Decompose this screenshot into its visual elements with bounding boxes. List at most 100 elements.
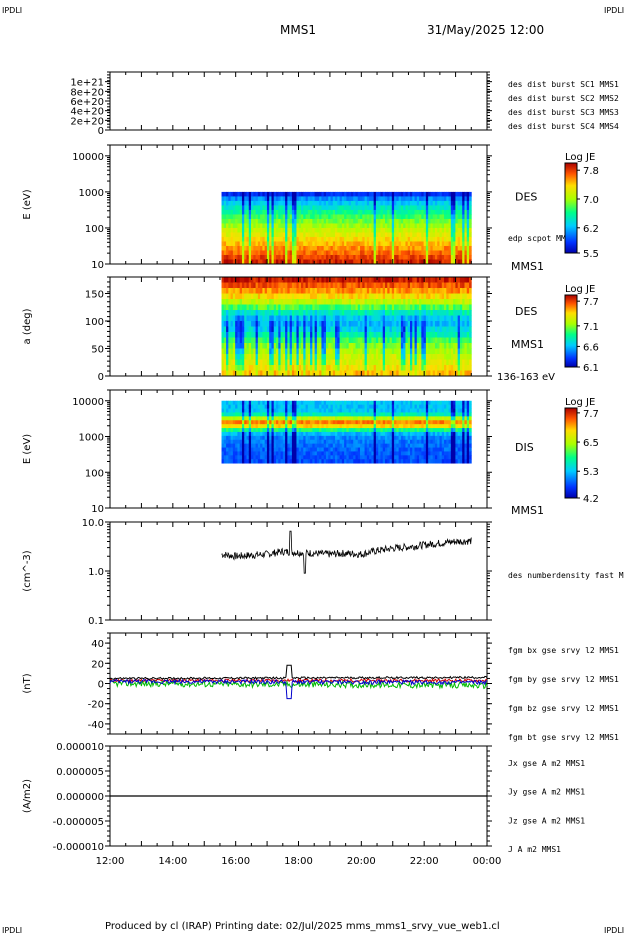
heatmap-cell (421, 205, 425, 211)
heatmap-cell (466, 321, 470, 327)
heatmap-cell (253, 304, 256, 311)
heatmap-cell (235, 326, 238, 333)
heatmap-cell (312, 310, 316, 316)
heatmap-cell (330, 459, 334, 464)
heatmap-cell (432, 245, 436, 251)
heatmap-cell (323, 326, 327, 333)
heatmap-cell (403, 332, 406, 338)
heatmap-cell (271, 232, 275, 238)
heatmap-cell (366, 359, 370, 366)
heatmap-cell (344, 416, 347, 421)
heatmap-cell (455, 293, 459, 300)
heatmap-cell (332, 277, 336, 283)
heatmap-cell (230, 408, 234, 413)
heatmap-cell (237, 200, 241, 206)
heatmap-cell (437, 326, 440, 333)
heatmap-cell (330, 245, 334, 251)
heatmap-cell (266, 321, 270, 327)
heatmap-cell (248, 218, 252, 224)
heatmap-cell (246, 455, 250, 460)
heatmap-cell (262, 337, 266, 344)
heatmap-cell (360, 348, 363, 355)
heatmap-cell (437, 337, 440, 344)
heatmap-cell (278, 310, 281, 316)
heatmap-cell (337, 343, 340, 349)
heatmap-cell (434, 310, 438, 316)
heatmap-cell (291, 321, 295, 327)
heatmap-cell (362, 337, 365, 344)
heatmap-cell (287, 227, 291, 233)
heatmap-cell (339, 408, 343, 413)
heatmap-cell (387, 241, 390, 247)
heatmap-cell (241, 236, 245, 242)
heatmap-cell (466, 209, 470, 215)
heatmap-cell (235, 196, 238, 202)
heatmap-cell (316, 227, 320, 233)
heatmap-cell (330, 232, 334, 238)
heatmap-cell (344, 254, 347, 260)
heatmap-cell (344, 424, 347, 429)
heatmap-cell (469, 326, 472, 333)
heatmap-cell (328, 447, 331, 452)
heatmap-cell (450, 205, 454, 211)
heatmap-cell (305, 332, 309, 338)
heatmap-cell (389, 343, 393, 349)
heatmap-cell (350, 277, 354, 283)
heatmap-cell (416, 277, 420, 283)
heatmap-cell (457, 288, 461, 294)
heatmap-cell (287, 370, 291, 377)
heatmap-cell (269, 223, 272, 229)
heatmap-cell (278, 315, 281, 322)
heatmap-cell (269, 359, 272, 366)
heatmap-cell (289, 447, 293, 452)
heatmap-cell (466, 227, 470, 233)
heatmap-cell (271, 439, 275, 445)
heatmap-cell (244, 443, 247, 448)
heatmap-cell (260, 205, 263, 211)
heatmap-cell (237, 455, 241, 460)
heatmap-cell (269, 232, 272, 238)
heatmap-cell (396, 223, 400, 229)
heatmap-cell (321, 455, 325, 460)
heatmap-cell (248, 365, 252, 371)
heatmap-cell (319, 245, 322, 251)
heatmap-cell (362, 214, 365, 220)
heatmap-cell (300, 236, 304, 242)
heatmap-cell (428, 337, 431, 344)
heatmap-cell (400, 232, 404, 238)
heatmap-cell (257, 443, 261, 448)
heatmap-cell (416, 370, 420, 377)
heatmap-cell (285, 348, 288, 355)
heatmap-cell (362, 254, 365, 260)
heatmap-cell (453, 214, 456, 220)
heatmap-cell (425, 259, 429, 265)
heatmap-cell (307, 259, 311, 265)
heatmap-cell (298, 282, 302, 289)
heatmap-cell (255, 354, 259, 360)
heatmap-cell (430, 254, 434, 260)
heatmap-cell (280, 451, 284, 456)
heatmap-cell (260, 259, 263, 265)
heatmap-cell (255, 205, 259, 211)
heatmap-cell (337, 420, 340, 425)
heatmap-cell (271, 321, 275, 327)
heatmap-cell (419, 288, 422, 294)
heatmap-cell (221, 227, 225, 233)
heatmap-cell (273, 416, 277, 421)
heatmap-cell (280, 241, 284, 247)
heatmap-cell (419, 332, 422, 338)
heatmap-cell (444, 223, 447, 229)
heatmap-cell (300, 370, 304, 377)
heatmap-cell (307, 205, 311, 211)
heatmap-cell (373, 214, 377, 220)
heatmap-cell (364, 326, 368, 333)
heatmap-cell (266, 428, 270, 433)
heatmap-cell (407, 370, 411, 377)
heatmap-cell (382, 227, 386, 233)
heatmap-cell (339, 400, 343, 406)
heatmap-cell (314, 191, 318, 197)
heatmap-cell (300, 282, 304, 289)
heatmap-cell (405, 214, 409, 220)
heatmap-cell (244, 428, 247, 433)
heatmap-cell (278, 326, 281, 333)
